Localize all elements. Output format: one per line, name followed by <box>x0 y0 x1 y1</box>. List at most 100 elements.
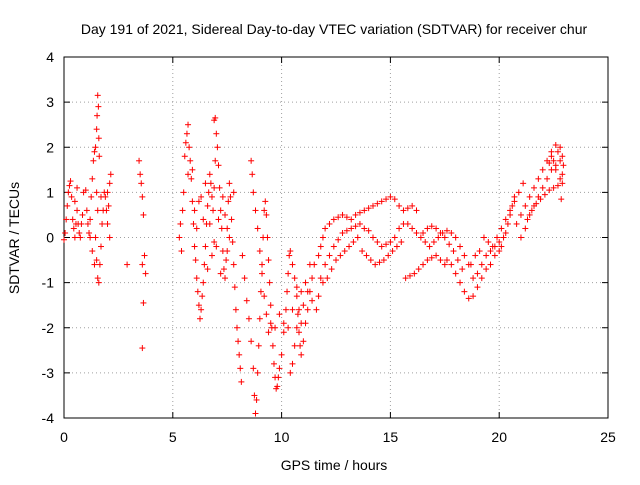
data-point <box>343 214 350 221</box>
data-point <box>213 243 220 250</box>
data-point <box>178 248 185 255</box>
data-point <box>177 220 184 227</box>
data-point <box>141 252 148 259</box>
data-point <box>280 329 287 336</box>
data-point <box>560 162 567 169</box>
data-point <box>61 236 67 243</box>
data-point <box>333 257 339 264</box>
data-point <box>487 261 494 268</box>
data-point <box>266 279 273 286</box>
data-point <box>226 180 233 187</box>
data-point <box>272 324 279 331</box>
data-point <box>142 270 149 277</box>
data-point <box>385 252 392 259</box>
data-point <box>554 148 561 155</box>
data-point <box>201 261 208 268</box>
data-point <box>195 198 202 205</box>
data-point <box>256 315 263 322</box>
data-point <box>250 365 257 372</box>
data-point <box>317 275 324 282</box>
data-point <box>251 392 258 399</box>
data-point <box>95 135 102 142</box>
data-point <box>296 306 303 313</box>
data-point <box>86 229 93 236</box>
data-point <box>250 189 257 196</box>
data-point <box>104 220 111 227</box>
y-tick-label: -3 <box>42 365 55 381</box>
data-point <box>239 252 246 259</box>
data-point <box>286 252 293 259</box>
data-point <box>539 184 546 191</box>
data-point <box>294 311 301 318</box>
data-point <box>189 166 196 173</box>
data-point <box>293 293 300 300</box>
x-tick-label: 5 <box>169 429 177 445</box>
data-point <box>208 252 215 259</box>
data-point <box>441 234 448 241</box>
data-point <box>93 189 100 196</box>
data-point <box>341 248 348 255</box>
data-point <box>94 92 101 99</box>
data-point <box>263 211 270 218</box>
data-point <box>361 207 368 214</box>
data-point <box>67 178 74 185</box>
data-point <box>229 239 236 246</box>
data-point <box>261 207 268 214</box>
data-point <box>269 342 276 349</box>
data-point <box>195 302 202 309</box>
data-point <box>454 257 461 264</box>
data-point <box>309 297 316 304</box>
data-point <box>210 207 217 214</box>
data-point <box>465 295 472 302</box>
data-point <box>185 121 192 128</box>
data-point <box>103 207 110 214</box>
data-point <box>548 153 555 160</box>
data-point <box>496 248 503 255</box>
data-point <box>267 302 274 309</box>
data-point <box>372 261 379 268</box>
data-point <box>443 257 450 264</box>
data-point <box>261 293 268 300</box>
data-point <box>289 360 296 367</box>
data-point <box>105 202 112 209</box>
data-point <box>233 324 240 331</box>
data-point <box>398 239 405 246</box>
data-point <box>199 293 206 300</box>
data-point <box>222 211 229 218</box>
data-point <box>88 193 95 200</box>
data-point <box>107 171 114 178</box>
data-point <box>230 189 237 196</box>
y-tick-label: -1 <box>42 275 55 291</box>
data-point <box>275 374 282 381</box>
data-point <box>428 223 435 230</box>
data-point <box>413 207 420 214</box>
data-point <box>298 351 305 358</box>
data-point <box>537 196 544 203</box>
data-point <box>317 243 324 250</box>
data-point <box>402 275 409 282</box>
data-point <box>354 234 361 241</box>
data-point <box>502 216 509 223</box>
data-point <box>326 220 333 227</box>
data-point <box>369 234 376 241</box>
data-point <box>350 239 357 246</box>
data-point <box>346 243 353 250</box>
data-point <box>276 311 283 318</box>
data-point <box>216 184 223 191</box>
data-point <box>66 182 73 189</box>
data-point <box>330 216 337 223</box>
data-point <box>417 234 424 241</box>
data-point <box>359 248 366 255</box>
data-point <box>424 257 431 264</box>
data-point <box>339 211 346 218</box>
data-point <box>546 187 553 194</box>
data-point <box>62 229 69 236</box>
data-point <box>91 148 98 155</box>
data-point <box>197 315 203 322</box>
data-point <box>309 275 316 282</box>
data-point <box>313 306 320 313</box>
data-point <box>77 234 84 241</box>
data-point <box>526 211 533 218</box>
data-point <box>474 284 481 291</box>
data-point <box>259 261 266 268</box>
